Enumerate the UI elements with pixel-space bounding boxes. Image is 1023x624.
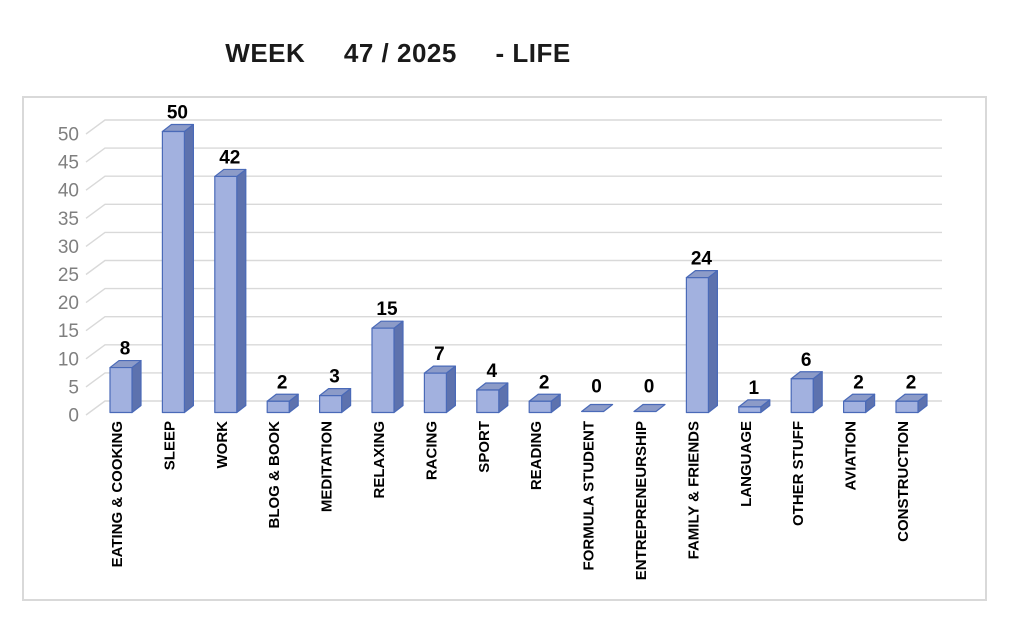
bar-value-label: 3 bbox=[329, 367, 340, 388]
y-axis-tick-label: 15 bbox=[58, 321, 79, 342]
bar-value-label: 6 bbox=[801, 350, 812, 371]
bar-blog-book bbox=[266, 400, 290, 414]
bar-other-stuff bbox=[790, 378, 814, 414]
bar-entrepreneurship bbox=[633, 403, 666, 413]
gridline bbox=[85, 316, 942, 332]
category-axis-label: BLOG & BOOK bbox=[266, 421, 283, 529]
y-axis-tick-label: 50 bbox=[58, 125, 79, 146]
gridline bbox=[85, 175, 942, 191]
category-axis-label: RACING bbox=[423, 421, 440, 480]
y-axis-tick-label: 45 bbox=[58, 153, 79, 174]
category-axis-label: OTHER STUFF bbox=[790, 421, 807, 526]
gridline bbox=[85, 372, 942, 388]
bar-value-label: 2 bbox=[539, 372, 550, 393]
bar-side-face bbox=[707, 270, 719, 414]
gridline bbox=[85, 344, 942, 360]
category-axis-label: CONSTRUCTION bbox=[895, 421, 912, 542]
bar-value-label: 2 bbox=[853, 372, 864, 393]
y-axis-tick-label: 20 bbox=[58, 293, 79, 314]
gridline bbox=[85, 287, 942, 304]
category-axis-label: AVIATION bbox=[843, 421, 860, 490]
gridline bbox=[85, 259, 942, 276]
bar-sleep bbox=[161, 130, 185, 414]
bar-construction bbox=[895, 400, 919, 414]
bar-value-label: 0 bbox=[644, 377, 655, 398]
category-axis-label: FORMULA STUDENT bbox=[581, 421, 598, 570]
bar-side-face bbox=[236, 168, 247, 414]
y-axis-tick-label: 25 bbox=[58, 265, 79, 286]
bar-language bbox=[738, 406, 762, 414]
bar-value-label: 8 bbox=[120, 339, 131, 360]
bar-sport bbox=[476, 389, 500, 414]
category-axis-label: ENTREPRENEURSHIP bbox=[633, 421, 650, 580]
y-axis-tick-label: 30 bbox=[58, 237, 79, 258]
y-axis-tick-label: 40 bbox=[58, 181, 79, 202]
bar-side-face bbox=[393, 320, 404, 414]
bar-value-label: 2 bbox=[277, 372, 288, 393]
category-axis-label: EATING & COOKING bbox=[109, 421, 126, 567]
chart-title: WEEK 47 / 2025 - LIFE bbox=[225, 38, 571, 68]
category-axis-label: RELAXING bbox=[371, 421, 388, 499]
bar-work bbox=[214, 175, 238, 414]
bar-value-label: 42 bbox=[219, 147, 240, 168]
category-axis-label: WORK bbox=[214, 421, 231, 469]
bar-relaxing bbox=[371, 327, 395, 414]
gridline bbox=[85, 119, 942, 135]
bar-value-label: 7 bbox=[434, 344, 445, 365]
bar-value-label: 1 bbox=[749, 378, 760, 399]
gridline bbox=[85, 203, 942, 219]
bar-side-face bbox=[131, 359, 142, 414]
y-axis-tick-label: 5 bbox=[68, 377, 79, 398]
bar-family-friends bbox=[685, 277, 710, 414]
gridline bbox=[85, 400, 942, 416]
gridline bbox=[85, 147, 942, 163]
category-axis-label: MEDITATION bbox=[319, 421, 336, 512]
bar-value-label: 2 bbox=[906, 372, 917, 393]
y-axis-tick-label: 35 bbox=[58, 209, 79, 230]
bar-value-label: 24 bbox=[691, 249, 713, 270]
gridline bbox=[85, 231, 942, 247]
category-axis-label: READING bbox=[528, 421, 545, 490]
bar-meditation bbox=[319, 395, 343, 414]
category-axis-label: SPORT bbox=[476, 421, 493, 473]
y-axis-tick-label: 0 bbox=[68, 406, 79, 427]
bar-value-label: 0 bbox=[591, 377, 602, 398]
y-axis-tick-label: 10 bbox=[58, 349, 79, 370]
bar-value-label: 4 bbox=[487, 361, 498, 382]
bar-racing bbox=[423, 372, 447, 414]
bar-side-face bbox=[445, 365, 456, 414]
category-axis-label: SLEEP bbox=[161, 421, 178, 470]
bar-reading bbox=[528, 400, 552, 414]
bar-formula-student bbox=[580, 403, 614, 413]
category-axis-label: FAMILY & FRIENDS bbox=[685, 421, 702, 559]
bar-side-face bbox=[183, 123, 194, 414]
category-axis-label: LANGUAGE bbox=[738, 421, 755, 507]
bar-aviation bbox=[842, 400, 867, 414]
bar-eating-cooking bbox=[109, 366, 133, 414]
bar-value-label: 15 bbox=[376, 299, 398, 320]
bar-value-label: 50 bbox=[167, 103, 188, 124]
